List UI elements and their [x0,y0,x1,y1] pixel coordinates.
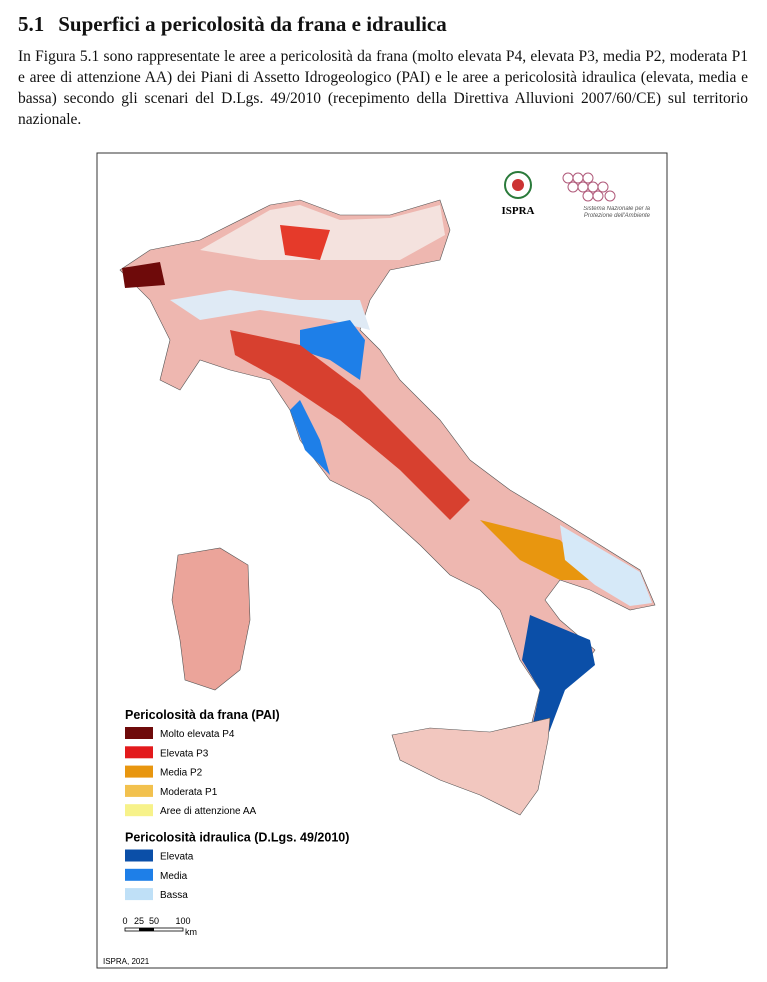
sardinia [171,547,251,691]
legend-swatch [125,849,153,862]
tuscany-coast [290,400,330,475]
legend-swatch [125,765,153,778]
calabria [522,615,595,735]
legend-swatch [125,784,153,797]
po-delta [300,320,365,380]
legend-swatch [125,804,153,817]
scale-unit: km [185,927,197,937]
hex [604,190,616,202]
legend-label: Aree di attenzione AA [160,806,257,817]
trentino [280,225,330,260]
legend-label: Media [160,871,188,882]
scale-label: 0 [122,916,127,926]
legend-label: Moderata P1 [160,787,218,798]
legend-label: Elevata [160,852,194,863]
legend-label: Bassa [160,890,188,901]
ispra-label: ISPRA [501,205,534,217]
emblem-star [512,179,524,191]
legend-label: Elevata P3 [160,748,209,759]
hex [597,181,609,193]
scale-segment [139,928,154,931]
map [119,199,656,816]
legend-swatch [125,868,153,881]
snpa-text-box: Sistema Nazionale per la Protezione dell… [583,206,650,219]
hex [582,172,594,184]
legend-label: Media P2 [160,768,203,779]
legend-title: Pericolosità da frana (PAI) [125,708,280,722]
legend-title: Pericolosità idraulica (D.Lgs. 49/2010) [125,831,349,845]
credit: ISPRA, 2021 [103,957,150,966]
puglia [560,525,652,606]
ispra-logo: ISPRA [501,171,535,217]
sicily [391,717,551,816]
snpa-logo: Sistema Nazionale per la Protezione dell… [562,172,650,219]
aosta [122,262,165,288]
legend-swatch [125,727,153,739]
paragraph: In Figura 5.1 sono rappresentate le aree… [18,48,748,128]
apennines [230,330,470,520]
alps-area [170,290,370,330]
basilicata [480,520,600,580]
heading-number: 5.1 [18,12,45,36]
legend-swatch [125,746,153,759]
heading: 5.1 Superfici a pericolosità da frana e i… [18,12,461,37]
scale-label: 50 [149,916,159,926]
hex [592,190,604,202]
legend-swatch [125,888,153,901]
scale-label: 25 [134,916,144,926]
snpa-label: Sistema Nazionale per la Protezione dell… [583,206,650,219]
heading-title: Superfici a pericolosità da frana e idra… [58,12,447,36]
legend: Pericolosità da frana (PAI) Molto elevata… [125,708,349,901]
legend-label: Molto elevata P4 [160,729,235,740]
scale-label: 100 [175,916,190,926]
